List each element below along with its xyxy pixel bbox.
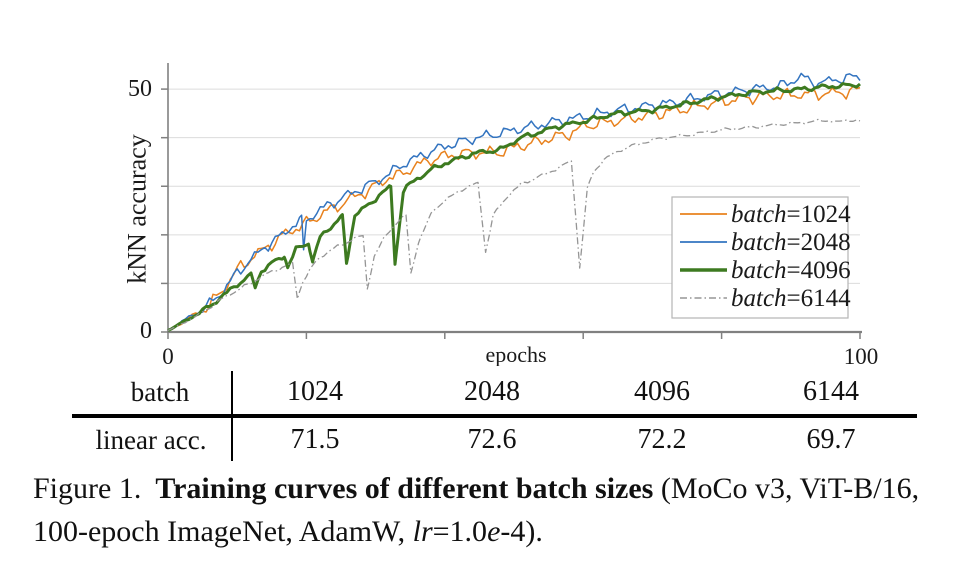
table-acc-4096: 72.2 — [637, 424, 687, 455]
ytick-label-50: 50 — [128, 76, 152, 102]
caption-bold-title: Training curves of different batch sizes — [155, 472, 654, 505]
caption-detail-line2: ViT-B/16, 100-epoch ImageNet, AdamW, — [33, 472, 920, 548]
table-acc-1024: 71.5 — [290, 424, 340, 455]
legend: batch=1024 batch=2048 batch=4096 batch=6… — [671, 196, 851, 319]
table-batch-4096: 4096 — [634, 376, 690, 407]
table-rule — [72, 414, 917, 418]
caption-lr: lr — [412, 515, 433, 548]
caption-e: e — [487, 515, 501, 548]
xtick-label-100: 100 — [844, 344, 879, 366]
table-row-label: linear acc. — [95, 425, 207, 455]
table-batch-1024: 1024 — [287, 376, 343, 407]
caption-detail-start: (MoCo v3, — [660, 472, 793, 505]
axes — [161, 63, 862, 339]
ytick-label-0: 0 — [140, 318, 152, 344]
caption-figure-number: Figure 1. — [33, 472, 142, 505]
table-batch-6144: 6144 — [803, 376, 859, 407]
table-header-batch: batch — [130, 377, 190, 407]
legend-item-1024: batch=1024 — [731, 201, 851, 228]
legend-item-6144: batch=6144 — [731, 285, 851, 312]
curves — [167, 72, 861, 332]
x-axis-label: epochs — [485, 342, 546, 366]
caption-end: -4). — [500, 515, 543, 548]
training-curves-chart: 50 0 kNN accuracy 0 epochs 100 batch=102… — [123, 63, 879, 366]
legend-item-4096: batch=4096 — [731, 257, 851, 284]
caption-eq: =1.0 — [432, 515, 488, 548]
table-column-divider — [231, 371, 233, 461]
legend-item-2048: batch=2048 — [731, 229, 851, 256]
y-axis-label: kNN accuracy — [123, 134, 152, 283]
table-acc-2048: 72.6 — [467, 424, 517, 455]
xtick-label-0: 0 — [162, 344, 174, 366]
table-acc-6144: 69.7 — [806, 424, 856, 455]
legend-line-samples — [680, 213, 727, 299]
table-batch-2048: 2048 — [464, 376, 520, 407]
figure-caption: Figure 1. Training curves of different ba… — [33, 467, 967, 553]
